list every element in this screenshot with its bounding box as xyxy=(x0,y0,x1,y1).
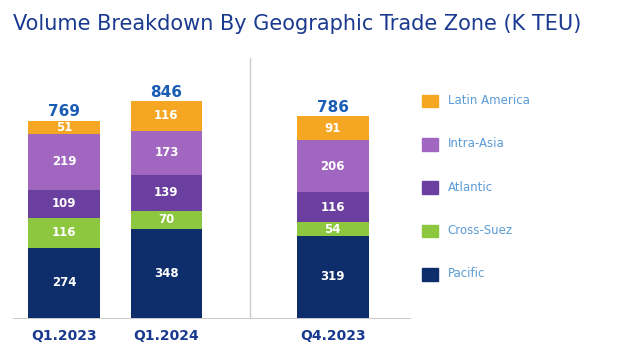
Text: Volume Breakdown By Geographic Trade Zone (K TEU): Volume Breakdown By Geographic Trade Zon… xyxy=(13,14,581,34)
Text: Latin America: Latin America xyxy=(448,94,529,107)
Text: Pacific: Pacific xyxy=(448,267,485,280)
Text: 319: 319 xyxy=(321,270,345,283)
Text: Atlantic: Atlantic xyxy=(448,180,493,193)
Bar xyxy=(131,211,202,229)
Bar xyxy=(297,192,369,222)
Text: 109: 109 xyxy=(52,197,76,210)
Text: 70: 70 xyxy=(158,213,175,226)
Bar xyxy=(297,140,369,192)
Text: 206: 206 xyxy=(321,160,345,173)
Bar xyxy=(131,131,202,175)
Bar xyxy=(131,175,202,211)
Text: 116: 116 xyxy=(321,201,345,214)
Text: 54: 54 xyxy=(324,223,341,236)
Text: Cross-Suez: Cross-Suez xyxy=(448,224,513,237)
Bar xyxy=(28,121,100,134)
Text: 116: 116 xyxy=(52,226,76,239)
Text: Intra-Asia: Intra-Asia xyxy=(448,137,504,150)
Text: 116: 116 xyxy=(154,109,179,122)
Bar xyxy=(131,229,202,318)
Bar xyxy=(28,190,100,218)
Text: 769: 769 xyxy=(48,104,80,119)
Text: 219: 219 xyxy=(52,155,76,168)
Text: 348: 348 xyxy=(154,267,179,280)
Text: 139: 139 xyxy=(154,186,179,199)
Text: 51: 51 xyxy=(56,121,72,134)
Text: 786: 786 xyxy=(317,100,349,115)
Bar xyxy=(297,117,369,140)
Text: 846: 846 xyxy=(150,84,182,100)
Bar xyxy=(297,222,369,236)
Bar xyxy=(131,101,202,131)
Text: 173: 173 xyxy=(154,147,179,160)
Bar xyxy=(297,236,369,318)
Text: 91: 91 xyxy=(324,122,341,135)
Text: 274: 274 xyxy=(52,276,76,289)
Bar xyxy=(28,218,100,248)
Bar xyxy=(28,248,100,318)
Bar xyxy=(28,134,100,190)
